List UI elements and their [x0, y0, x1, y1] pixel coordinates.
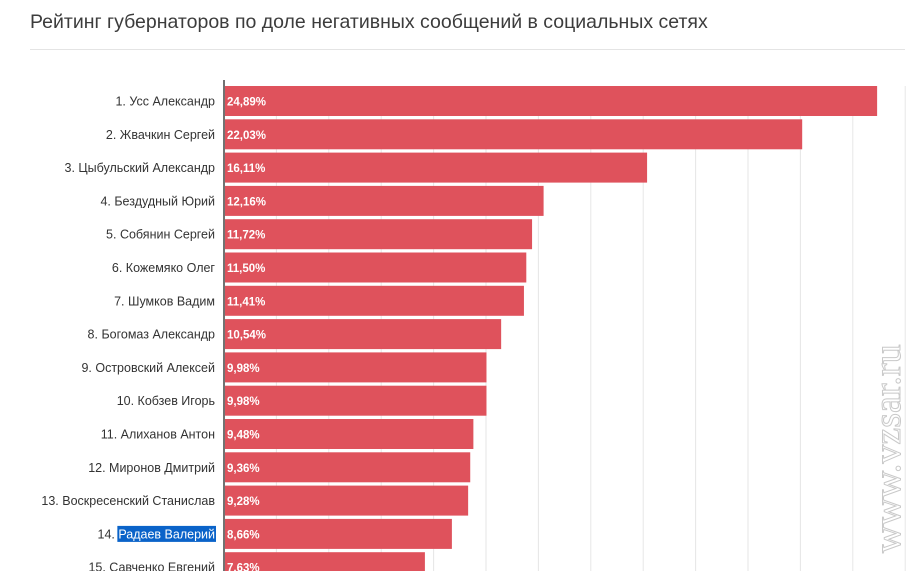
bar — [225, 485, 469, 516]
bar — [225, 185, 544, 216]
value-label: 24,89% — [227, 97, 266, 109]
watermark-text: www.vzsar.ru — [870, 344, 909, 553]
value-label: 22,03% — [227, 130, 266, 142]
category-label: 3. Цыбульский Александр — [65, 161, 216, 175]
bar — [225, 319, 502, 350]
category-label: 9. Островский Алексей — [81, 361, 215, 375]
category-label: 13. Воскресенский Станислав — [41, 494, 215, 508]
category-label: 1. Усс Александр — [115, 95, 215, 109]
value-label: 11,72% — [227, 230, 265, 242]
bar — [225, 252, 527, 283]
value-label: 9,98% — [227, 363, 260, 375]
category-labels: 1. Усс Александр 2. Жвачкин Сергей 3. Цыбу… — [41, 95, 216, 571]
bar — [225, 419, 474, 449]
value-label: 11,50% — [227, 263, 265, 275]
bar — [225, 352, 487, 383]
chart-title: Рейтинг губернаторов по доле негативных … — [30, 11, 708, 33]
value-label: 10,54% — [227, 330, 266, 342]
bar — [225, 518, 452, 549]
bars — [225, 86, 878, 571]
value-label: 8,66% — [227, 529, 260, 541]
category-label: 14. Радаев Валерий — [98, 527, 216, 541]
category-label: 6. Кожемяко Олег — [112, 261, 216, 275]
bar — [225, 119, 803, 150]
value-label: 9,36% — [227, 463, 260, 475]
category-label: 10. Кобзев Игорь — [117, 394, 215, 408]
bar — [225, 452, 471, 483]
bar — [225, 86, 878, 116]
bar — [225, 552, 425, 571]
value-label: 11,41% — [227, 296, 265, 308]
text-selection-highlight — [117, 525, 216, 542]
bar — [225, 385, 487, 416]
category-label: 2. Жвачкин Сергей — [106, 128, 215, 142]
value-label: 9,98% — [227, 396, 260, 408]
category-label: 7. Шумков Вадим — [114, 294, 215, 308]
title-divider — [30, 49, 905, 50]
category-label: 15. Савченко Евгений — [88, 561, 215, 571]
category-label: 11. Алиханов Антон — [101, 428, 215, 442]
category-label: 8. Богомаз Александр — [88, 328, 215, 342]
value-label: 12,16% — [227, 196, 266, 208]
watermark: www.vzsar.ru — [870, 344, 910, 554]
value-label: 9,48% — [227, 430, 260, 442]
value-label: 9,28% — [227, 496, 260, 508]
value-label: 7,63% — [227, 563, 260, 571]
bar — [225, 152, 648, 183]
value-labels: 24,89% 22,03% 16,11% 12,16% 11,72% 11,50% 11,4… — [227, 97, 266, 571]
bar — [225, 285, 524, 316]
bar — [225, 219, 533, 250]
category-label: 5. Собянин Сергей — [106, 228, 215, 242]
category-label: 12. Миронов Дмитрий — [88, 461, 215, 475]
value-label: 16,11% — [227, 163, 265, 175]
category-label: 4. Бездудный Юрий — [100, 194, 215, 208]
